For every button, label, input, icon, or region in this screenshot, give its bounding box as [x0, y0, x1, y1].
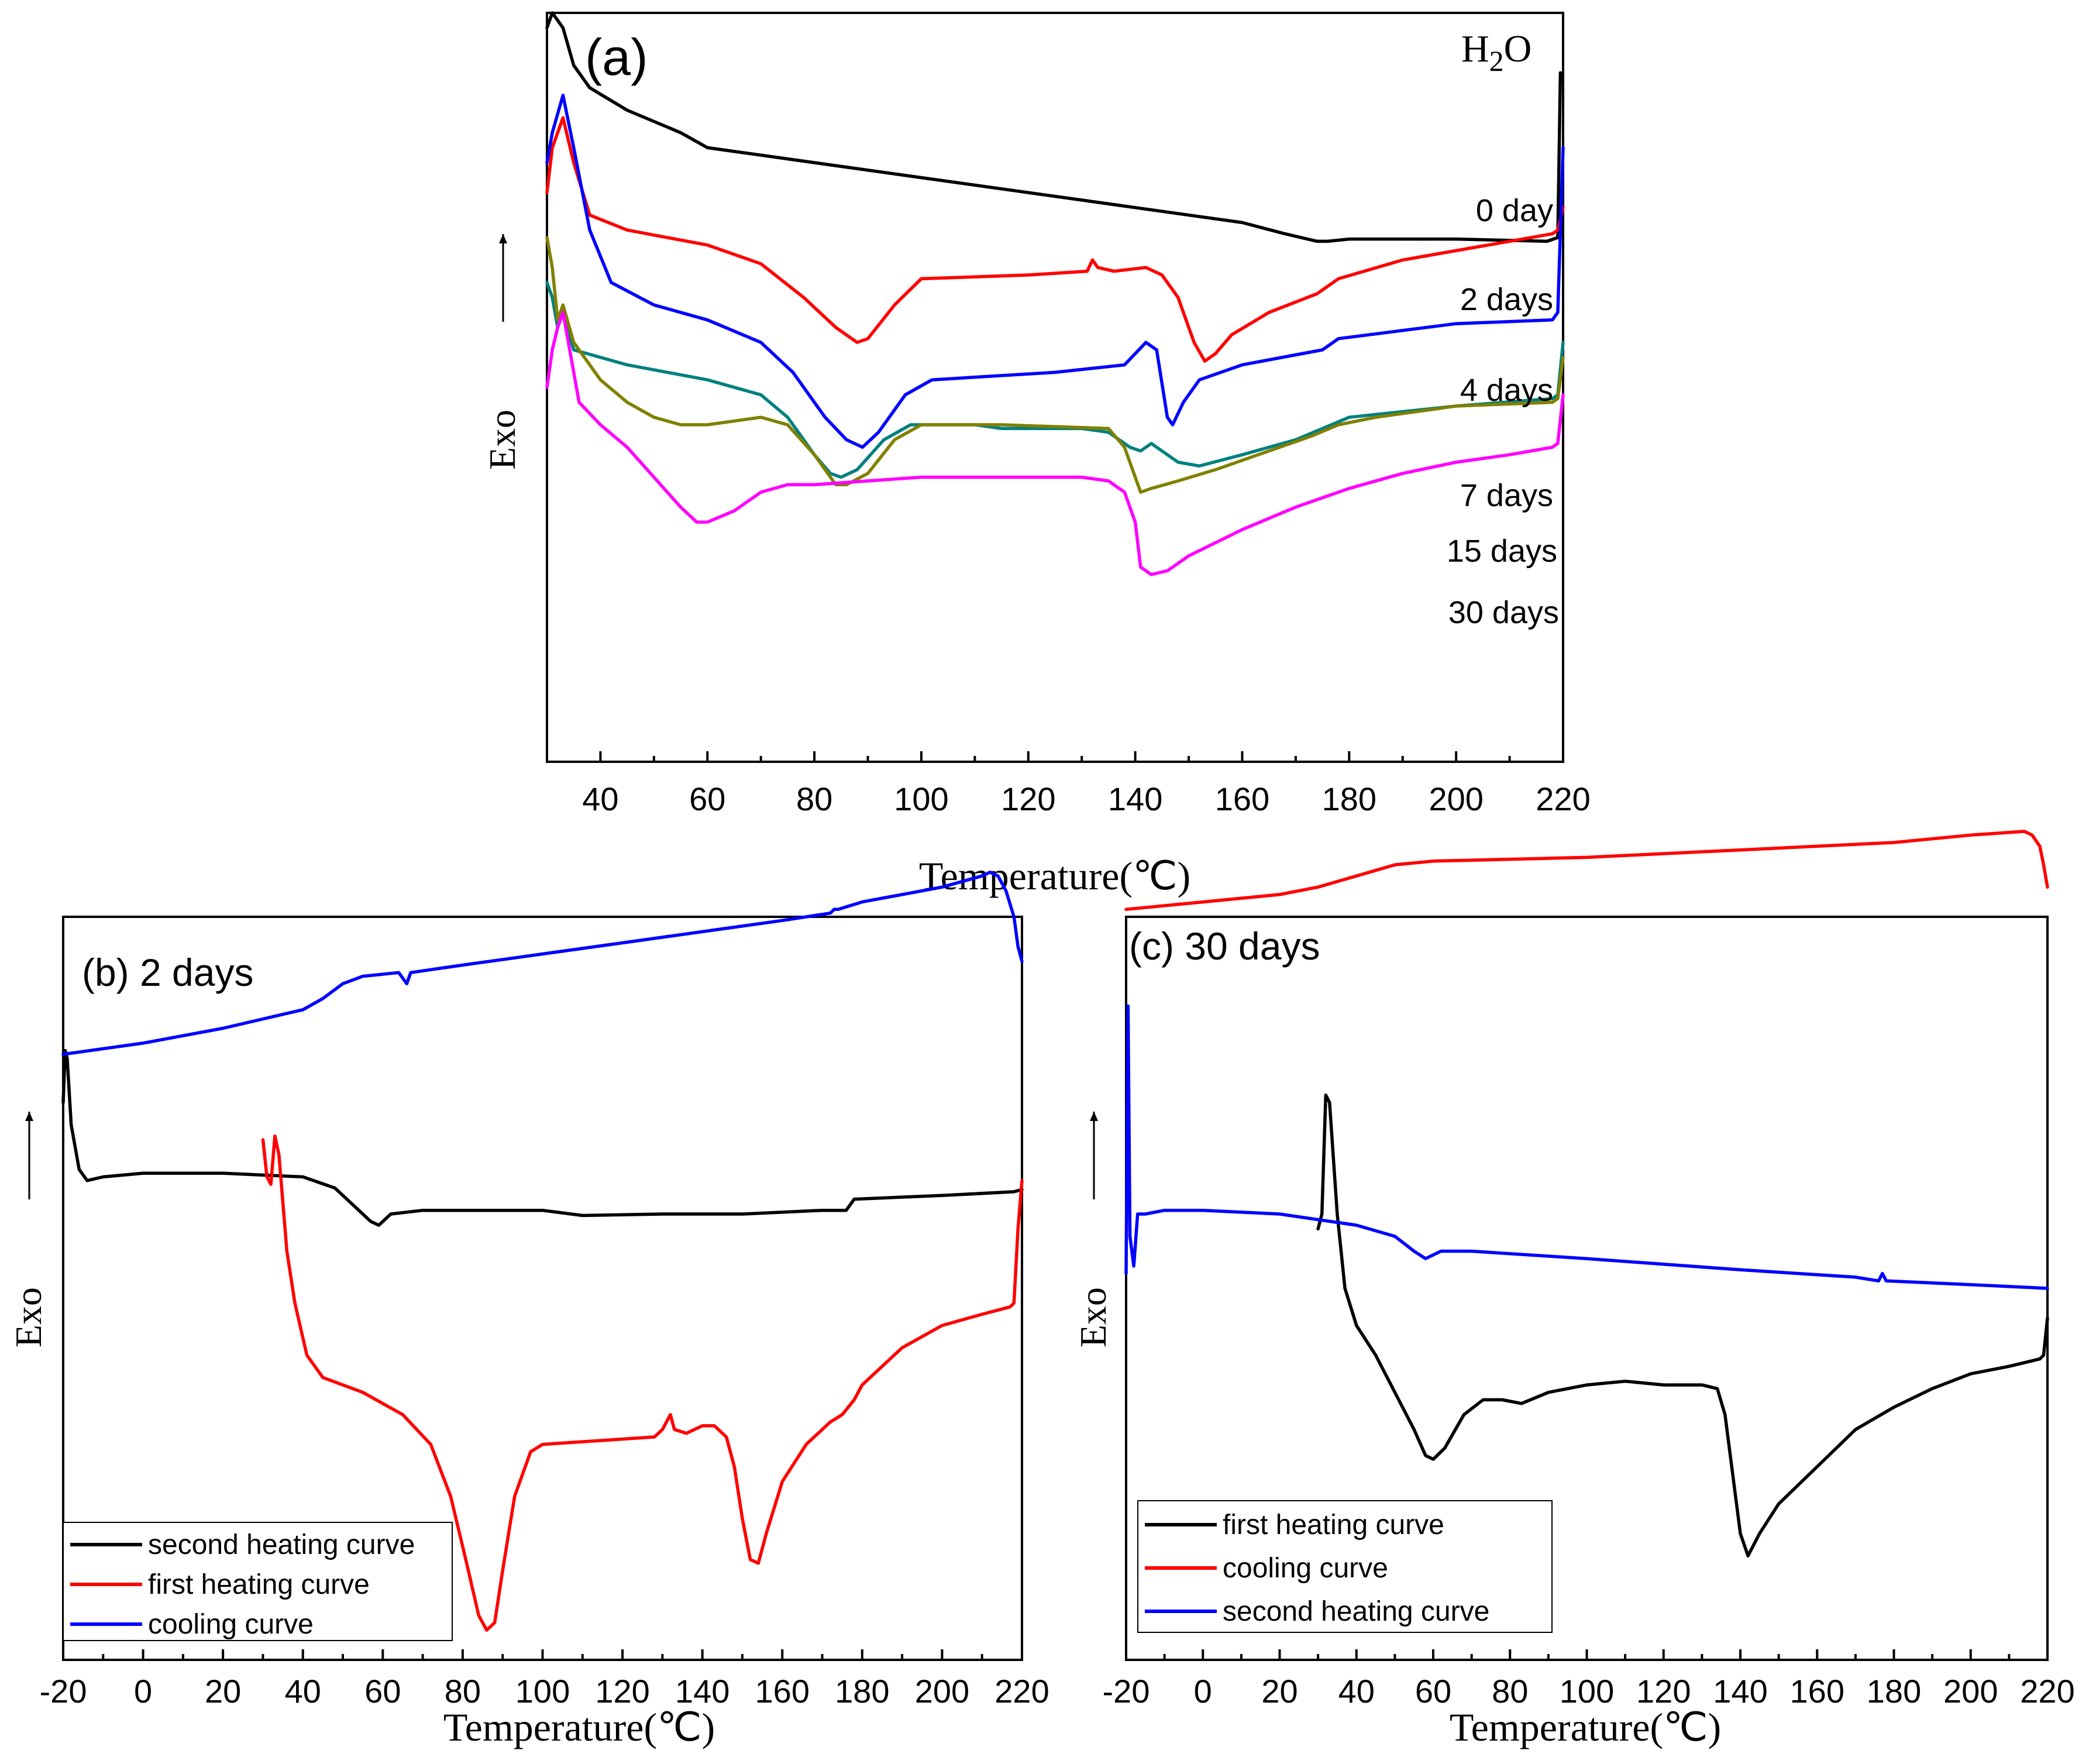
x-axis-label: Temperature(℃): [443, 1705, 715, 1749]
panel-title: (c) 30 days: [1129, 924, 1320, 968]
legend-label-first-heating-curve: first heating curve: [1223, 1509, 1444, 1541]
panel-c: -20 0 20 40 60 80 100 120 140 160 180 200 220 (c) 30 …: [1072, 830, 2075, 1749]
series-4-days-line: [545, 94, 1565, 449]
x-axis-label: Temperature(℃): [919, 854, 1190, 898]
series-0-day-line: [545, 11, 1563, 243]
legend-label-cooling-curve: cooling curve: [1223, 1553, 1388, 1584]
series-cooling-curve-line: [1124, 830, 2049, 912]
series-7-days-line: [545, 281, 1565, 479]
x-tick-label: 0: [134, 1673, 152, 1710]
x-tick-label: 40: [582, 780, 618, 817]
x-tick-label: 80: [1492, 1673, 1528, 1710]
series-first-heating-curve-line: [1316, 1094, 2049, 1557]
exo-arrow-head: [25, 1112, 33, 1121]
x-tick-label: 100: [1560, 1673, 1614, 1710]
y-axis-label: Exo: [481, 410, 523, 470]
x-tick-label: 180: [1322, 780, 1376, 817]
x-tick-label: 120: [595, 1673, 649, 1710]
x-tick-label: 200: [915, 1673, 969, 1710]
series-cooling-curve-line: [61, 871, 1024, 1056]
x-tick-label: 180: [1867, 1673, 1921, 1710]
corner-label-h2o: H2O: [1461, 27, 1532, 77]
x-tick-label: 160: [1790, 1673, 1844, 1710]
x-tick-label: 200: [1943, 1673, 1998, 1710]
corner-label-main: H: [1461, 27, 1489, 70]
x-tick-label: 20: [205, 1673, 241, 1710]
curve-label-30-days: 30 days: [1448, 595, 1559, 630]
panel-b: -20 0 20 40 60 80 100 120 140 160 180 200 220 (b) 2 d…: [8, 871, 1049, 1749]
x-tick-label: -20: [40, 1673, 87, 1710]
legend-label-first-heating-curve: first heating curve: [148, 1569, 370, 1600]
x-tick-label: 20: [1261, 1673, 1298, 1710]
curve-label-15-days: 15 days: [1447, 534, 1557, 569]
x-tick-label: 160: [1215, 780, 1269, 817]
x-tick-label: -20: [1103, 1673, 1150, 1710]
x-tick-label: 220: [1536, 780, 1590, 817]
x-tick-label: 100: [894, 780, 948, 817]
curve-label-2-days: 2 days: [1460, 282, 1553, 317]
panel-title: (a): [585, 28, 648, 86]
x-tick-label: 40: [1338, 1673, 1375, 1710]
corner-label-sub: 2: [1489, 44, 1504, 77]
x-tick-label: 0: [1194, 1673, 1212, 1710]
x-tick-label: 160: [755, 1673, 810, 1710]
x-tick-label: 80: [445, 1673, 481, 1710]
x-tick-label: 140: [1108, 780, 1162, 817]
x-tick-label: 80: [796, 780, 832, 817]
series-second-heating-curve-line: [1124, 1004, 2049, 1290]
x-tick-label: 120: [1001, 780, 1055, 817]
series-2-days-line: [545, 116, 1565, 363]
x-tick-label: 60: [364, 1673, 401, 1710]
y-axis-label: Exo: [1072, 1287, 1114, 1347]
corner-label-rest: O: [1504, 27, 1532, 70]
x-tick-label: 220: [994, 1673, 1049, 1710]
x-tick-label: 60: [1415, 1673, 1451, 1710]
series-second-heating-curve-line: [61, 1048, 1024, 1227]
x-tick-label: 200: [1429, 780, 1483, 817]
exo-arrow-head: [1090, 1112, 1098, 1121]
y-axis-label: Exo: [8, 1287, 49, 1347]
series-first-heating-curve-line: [261, 1134, 1024, 1632]
x-tick-label: 140: [675, 1673, 729, 1710]
legend-label-second-heating-curve: second heating curve: [148, 1529, 415, 1560]
x-tick-label: 120: [1636, 1673, 1691, 1710]
x-tick-label: 40: [285, 1673, 321, 1710]
x-tick-label: 220: [2020, 1673, 2074, 1710]
legend-box: [63, 1522, 453, 1641]
panel-title: (b) 2 days: [82, 951, 253, 994]
legend-label-cooling-curve: cooling curve: [148, 1609, 314, 1640]
x-tick-label: 140: [1713, 1673, 1767, 1710]
panel-a: 40 60 80 100 120 140 160 180 200 220 (a) Temperatur…: [481, 11, 1591, 898]
curve-label-7-days: 7 days: [1460, 478, 1553, 513]
series-30-days-line: [545, 311, 1565, 576]
plot-frame: [546, 12, 1564, 763]
curve-label-0-day: 0 day: [1476, 193, 1553, 228]
exo-arrow-head: [499, 234, 507, 243]
series-15-days-line: [545, 236, 1565, 494]
x-tick-label: 60: [689, 780, 725, 817]
x-tick-label: 180: [835, 1673, 889, 1710]
x-axis-label: Temperature(℃): [1450, 1705, 1721, 1749]
curve-label-4-days: 4 days: [1460, 373, 1553, 408]
x-tick-label: 100: [515, 1673, 570, 1710]
legend-label-second-heating-curve: second heating curve: [1223, 1596, 1489, 1627]
